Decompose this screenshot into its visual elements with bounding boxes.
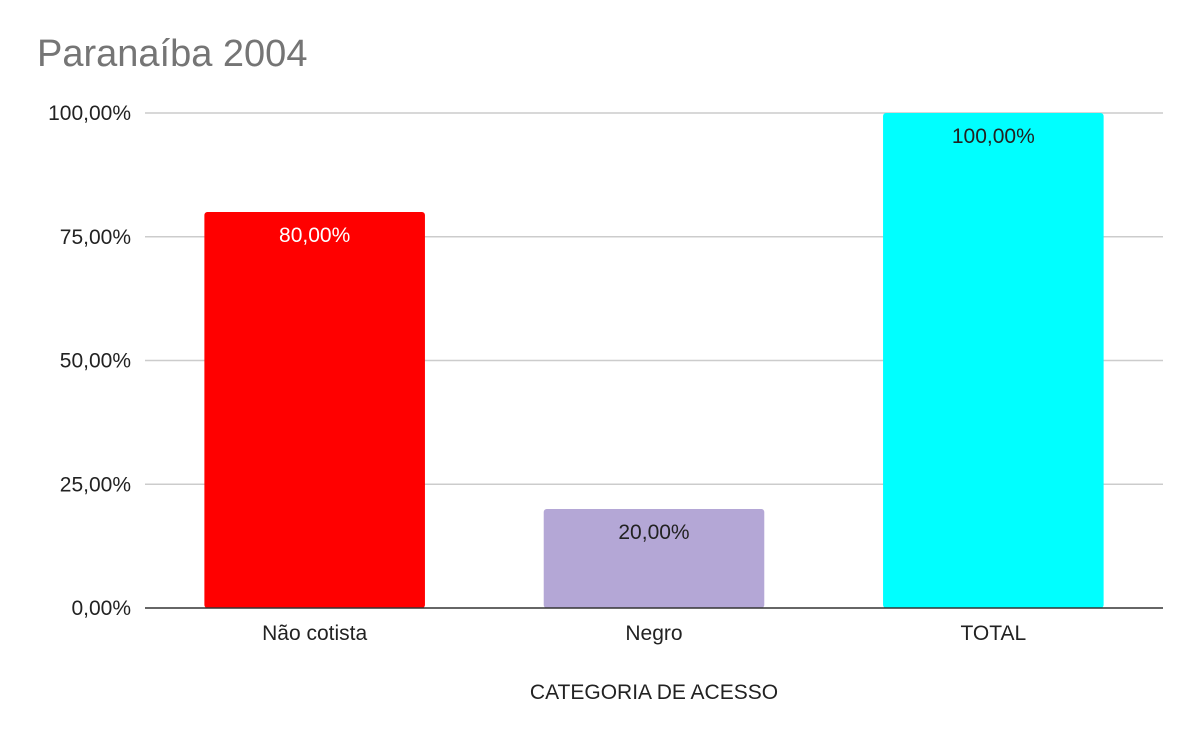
y-axis-tick-labels: 0,00% 25,00% 50,00% 75,00% 100,00% [48,102,131,620]
x-axis-category-labels: Não cotista Negro TOTAL [262,622,1026,645]
bar [543,509,765,608]
x-category-label: Não cotista [262,622,367,645]
bar-value-label: 20,00% [618,521,689,544]
bars [204,113,1104,608]
y-tick-label: 50,00% [60,350,131,373]
bar-value-label: 80,00% [279,224,350,247]
y-tick-label: 0,00% [71,597,131,620]
y-tick-label: 75,00% [60,226,131,249]
chart-title: Paranaíba 2004 [37,33,308,75]
x-axis-title: CATEGORIA DE ACESSO [530,681,778,704]
y-tick-label: 100,00% [48,102,131,125]
bar [883,113,1104,608]
y-tick-label: 25,00% [60,473,131,496]
bar-value-label: 100,00% [952,125,1035,148]
bar [204,212,425,608]
x-category-label: Negro [625,622,682,645]
x-category-label: TOTAL [960,622,1026,645]
data-labels: 80,00% 20,00% 100,00% [279,125,1035,544]
